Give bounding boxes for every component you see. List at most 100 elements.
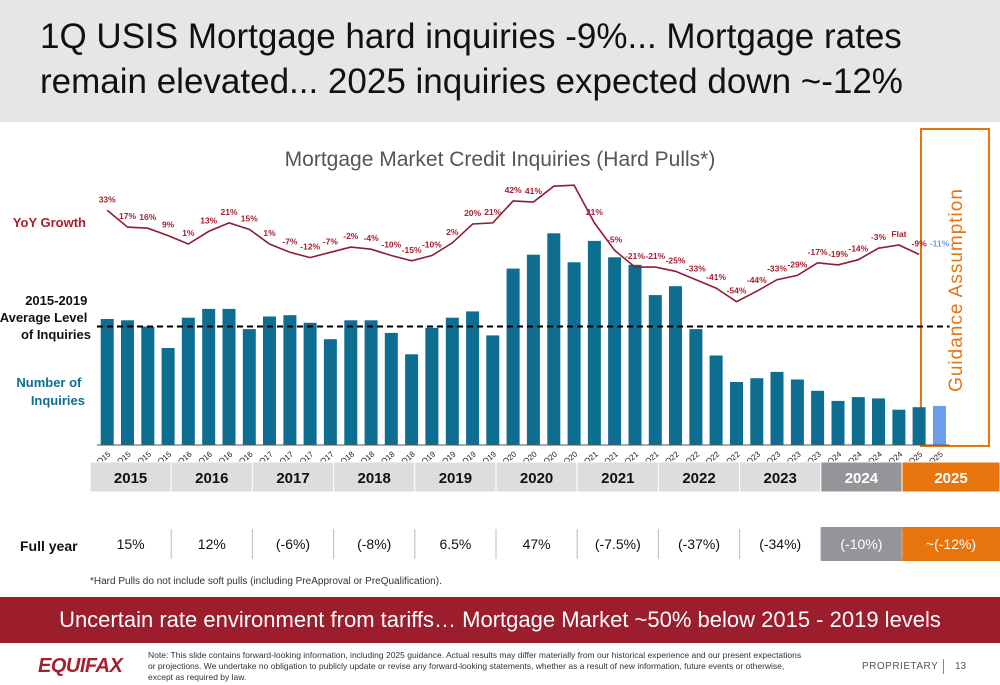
yoy-label-2Q15: 17% [119,211,136,221]
year-label-2016: 2016 [195,470,228,487]
yoy-label-3Q18: -10% [381,240,401,250]
number-of-inquiries-line-1: Number of [16,375,82,390]
yoy-label-2Q20: 41% [525,186,542,196]
year-cell-2021 [576,461,659,493]
yoy-label-1Q21: 21% [586,207,603,217]
full-year-value-2015: 15% [117,536,145,552]
year-cell-2019 [414,461,497,493]
yoy-label-2Q23: -33% [767,264,787,274]
year-cell-2023 [739,461,822,493]
yoy-label-2Q21: -5% [607,234,623,244]
yoy-label-2Q25: -11% [930,238,950,248]
full-year-label: Full year [20,538,78,554]
number-of-inquiries-label: Number of Inquiries [16,375,85,408]
full-year-row: 15% 12% (-6%) (-8%) 6.5% 47% (-7.5%) (-37%) (-34… [117,527,1000,561]
average-level-line-1: 2015-2019 [25,293,87,308]
title-bar: 1Q USIS Mortgage hard inquiries -9%... M… [0,0,1000,122]
yoy-label-1Q23: -44% [747,275,767,285]
yoy-label-2Q18: -4% [364,233,380,243]
full-year-value-2016: 12% [198,536,226,552]
yoy-label-3Q19: 20% [464,208,481,218]
number-of-inquiries-line-2: Inquiries [31,393,85,408]
year-label-2025: 2025 [934,470,967,487]
year-cell-2016 [170,461,253,493]
bar-4Q23 [811,390,825,445]
year-cell-2025 [901,461,1000,493]
full-year-cell-2024 [820,527,902,561]
bar-3Q21 [628,264,642,445]
year-label-2020: 2020 [520,470,553,487]
year-cell-2022 [657,461,741,493]
proprietary-label: PROPRIETARY [862,661,939,672]
bar-1Q25 [912,407,926,445]
yoy-label-3Q15: 16% [139,212,156,222]
bar-2Q23 [770,371,784,445]
bar-2Q20 [526,254,540,445]
yoy-label-2Q16: 13% [200,215,217,225]
bar-2Q21 [608,257,622,445]
inquiry-bars [100,233,946,445]
full-year-value-2018: (-8%) [357,536,391,552]
average-level-line-2: Average Level [0,310,87,325]
mortgage-inquiries-chart: Guidance Assumption Mortgage Market Cred… [0,128,1000,587]
guidance-box [920,128,990,447]
bar-3Q24 [872,398,885,445]
year-label-2015: 2015 [114,470,147,487]
yoy-growth-line [106,184,920,303]
year-label-2019: 2019 [439,470,472,487]
yoy-label-4Q23: -17% [808,247,828,257]
yoy-label-3Q24: -3% [871,232,887,242]
bar-2Q19 [445,317,459,445]
slide-title: 1Q USIS Mortgage hard inquiries -9%... M… [40,17,903,101]
yoy-label-1Q15: 33% [99,194,116,204]
bar-4Q16 [242,329,256,445]
average-level-line-3: of Inquiries [21,327,91,342]
full-year-value-2024: (-10%) [840,536,882,552]
bar-2Q22 [689,329,703,445]
bar-1Q21 [587,240,601,445]
yoy-label-3Q21: -21% [625,251,645,261]
bar-4Q19 [486,335,500,445]
year-cell-2018 [333,461,416,493]
guidance-label: Guidance Assumption [946,188,967,392]
year-cell-2017 [251,461,335,493]
bar-1Q15 [100,319,114,445]
year-label-2018: 2018 [358,470,391,487]
bar-2Q25 [933,405,946,445]
year-label-2022: 2022 [682,470,715,487]
bar-4Q18 [405,354,419,445]
yoy-label-1Q18: -2% [343,231,359,241]
year-label-2023: 2023 [764,470,797,487]
equifax-logo: EQUIFAX [38,655,123,677]
bar-1Q19 [425,327,439,445]
yoy-growth-label: YoY Growth [13,215,86,230]
footnote: *Hard Pulls do not include soft pulls (i… [90,576,442,587]
bar-4Q21 [648,295,662,445]
bar-4Q15 [161,348,175,445]
yoy-label-1Q19: -10% [422,240,442,250]
bar-4Q22 [730,382,743,445]
full-year-cell-2025 [902,527,1000,561]
year-cell-2015 [89,461,172,493]
full-year-value-2025: ~(-12%) [926,536,976,552]
bar-4Q24 [892,409,906,445]
page-number: 13 [955,661,967,672]
bar-1Q18 [344,320,358,445]
yoy-growth-labels: 33%17% 16%9%1%13%21%15%1%-7%-12%-7%-2% -4%… [99,185,950,296]
yoy-label-4Q21: -21% [645,251,665,261]
banner: Uncertain rate environment from tariffs…… [0,597,1000,643]
bar-3Q17 [303,322,317,445]
full-year-value-2020: 47% [523,536,551,552]
full-year-value-2022: (-37%) [678,536,720,552]
year-cell-2020 [495,461,578,493]
bar-2Q16 [202,308,216,445]
yoy-label-4Q16: 15% [241,213,258,223]
yoy-label-3Q23: -29% [787,259,807,269]
bar-3Q19 [466,311,480,445]
bar-1Q20 [506,268,520,445]
yoy-label-4Q18: -15% [402,245,422,255]
disclaimer: Note: This slide contains forward-lookin… [148,650,802,682]
bar-2Q17 [283,315,297,445]
full-year-value-2023: (-34%) [759,536,801,552]
yoy-label-3Q16: 21% [220,207,237,217]
